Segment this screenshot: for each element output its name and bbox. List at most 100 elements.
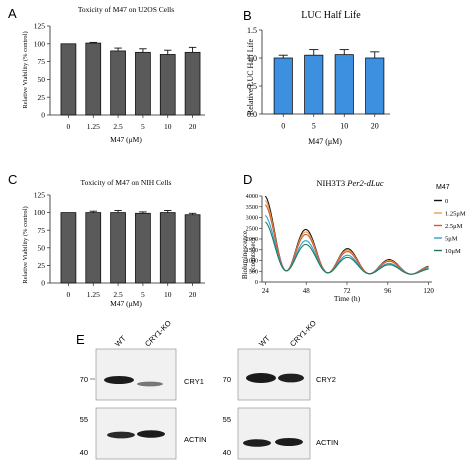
panel-b-xlabel: M47 (μM) (308, 137, 342, 146)
panel-d-plot: 0 500 1000 1500 2000 2500 3000 3500 4000 24 48 72 96… (246, 184, 466, 295)
bar (334, 54, 354, 115)
y-tick-label: 75 (38, 57, 46, 66)
x-tick-label: 0 (67, 290, 71, 299)
bar (135, 212, 151, 284)
series-line-0 (264, 195, 429, 275)
y-tick-label: 0 (41, 279, 45, 288)
x-tick-label: 10 (340, 121, 348, 130)
blot-left-actin-band-wt (107, 431, 135, 439)
panel-c: C Toxicity of M47 on NIH Cells Relative … (8, 172, 205, 308)
y-tick-label: 0 (41, 111, 45, 120)
y-tick-label: 100 (34, 208, 46, 217)
blot-left-top-membrane (95, 348, 177, 401)
bar (184, 51, 201, 116)
blot-left-bottom-label: ACTIN (184, 435, 207, 444)
y-tick-label: 0.0 (247, 110, 257, 119)
x-tick-label: 48 (303, 287, 311, 295)
panel-d-title-italic: Per2-dLuc (346, 178, 384, 188)
y-tick-label: 1.0 (247, 54, 257, 63)
blot-right-marker-40: 40 (223, 448, 231, 457)
y-tick-label: 25 (38, 93, 46, 102)
blot-right-actin-band-ko (275, 438, 303, 446)
panel-e-label: E (76, 332, 85, 347)
panel-b: B LUC Half Life Relative LUC Half Life M… (243, 8, 390, 146)
bar (273, 57, 293, 115)
y-tick-label: 500 (249, 268, 258, 275)
x-tick-label: 96 (384, 287, 392, 295)
bar (184, 214, 201, 284)
panel-d-title: NIH3T3 Per2-dLuc (316, 178, 384, 188)
bar (110, 50, 126, 116)
y-tick-label: 50 (38, 243, 46, 252)
blot-left-marker-40: 40 (80, 448, 88, 457)
panel-a: A Toxicity of M47 on U2OS Cells Relative… (8, 5, 205, 144)
x-tick-label: 20 (189, 290, 197, 299)
blot-left-cry1-band-ko (137, 381, 163, 387)
blot-left-marker-70: 70 (80, 375, 88, 384)
panel-d-ylabel2: (counts/sec) (249, 237, 257, 271)
y-tick-label: 2000 (246, 236, 258, 243)
bar (159, 212, 176, 284)
blot-right-marker-70: 70 (223, 375, 231, 384)
series-line-1 (264, 200, 429, 275)
y-tick-label: 75 (38, 226, 46, 235)
y-tick-label: 1500 (246, 247, 258, 254)
legend-title: M47 (436, 184, 450, 191)
bar (85, 42, 102, 116)
bar (159, 54, 176, 116)
x-tick-label: 0 (281, 121, 285, 130)
legend-label: 10μM (445, 248, 461, 255)
panel-d-xlabel: Time (h) (334, 294, 361, 303)
x-tick-label: 1.25 (87, 122, 100, 131)
x-tick-label: 10 (164, 122, 172, 131)
panel-d: D NIH3T3 Per2-dLuc Bioluminescence (coun… (241, 172, 466, 303)
x-tick-label: 5 (141, 290, 145, 299)
legend-label: 0 (445, 198, 448, 205)
panel-a-label: A (8, 6, 17, 21)
blot-left-lane-wt: WT (113, 334, 128, 349)
panel-b-ylabel: Relative LUC Half Life (246, 38, 255, 115)
blot-right-bottom-label: ACTIN (316, 438, 339, 447)
panel-c-ylabel: Relative Viability (% control) (22, 206, 29, 283)
x-tick-label: 5 (141, 122, 145, 131)
x-tick-label: 2.5 (113, 290, 123, 299)
y-tick-label: 50 (38, 75, 46, 84)
blot-right-bottom-membrane (237, 407, 311, 460)
blot-right-actin-band-wt (243, 439, 271, 447)
y-tick-label: 125 (34, 191, 46, 200)
blot-left-marker-55: 55 (80, 415, 88, 424)
blot-left-lane-ko: CRY1-KO (143, 318, 173, 348)
bar (85, 212, 102, 284)
blot-right-top-membrane (237, 348, 311, 401)
panel-c-plot: 0 25 50 75 100 125 0 1.25 2.5 5 10 20 (34, 191, 205, 299)
x-tick-label: 72 (344, 287, 352, 295)
x-tick-label: 10 (164, 290, 172, 299)
series-line-4 (264, 221, 429, 275)
x-tick-label: 20 (371, 121, 379, 130)
bar (135, 51, 151, 116)
blot-right-top-label: CRY2 (316, 375, 336, 384)
blot-right-marker-55: 55 (223, 415, 231, 424)
series-line-2 (264, 204, 429, 275)
y-tick-label: 3000 (246, 215, 258, 222)
bar (365, 57, 385, 115)
panel-c-title: Toxicity of M47 on NIH Cells (81, 178, 172, 187)
y-tick-label: 1.5 (247, 26, 257, 35)
x-tick-label: 120 (423, 287, 434, 295)
blot-right: WT CRY1-KO 70 CRY2 55 40 ACTIN (223, 318, 339, 460)
bar (60, 212, 77, 284)
blot-left: WT CRY1-KO 70 CRY1 55 40 ACTIN (80, 318, 207, 460)
y-tick-label: 100 (34, 39, 46, 48)
y-tick-label: 3500 (246, 204, 258, 211)
y-tick-label: 2500 (246, 225, 258, 232)
x-tick-label: 5 (312, 121, 316, 130)
panel-e: E WT CRY1-KO 70 CRY1 55 40 ACTIN W (76, 318, 339, 460)
y-tick-label: 125 (34, 22, 46, 31)
panel-a-ylabel: Relative Viability (% control) (22, 31, 29, 108)
panel-c-xlabel: M47 (μM) (110, 299, 142, 308)
y-tick-label: 0.5 (247, 82, 257, 91)
y-tick-label: 4000 (246, 193, 258, 200)
legend-label: 1.25μM (445, 211, 466, 218)
panel-b-label: B (243, 8, 252, 23)
legend-label: 2.5μM (445, 223, 463, 230)
